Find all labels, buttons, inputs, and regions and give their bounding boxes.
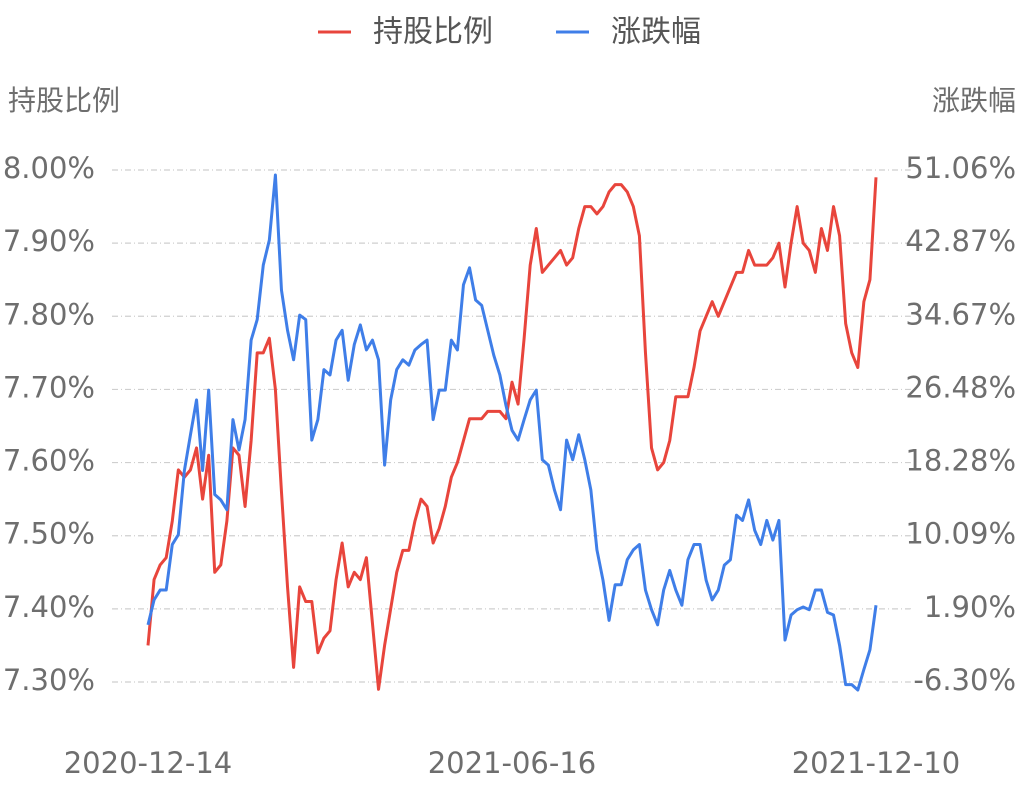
y2-tick-label: 26.48%	[905, 370, 1016, 404]
y-tick-label: 7.80%	[3, 297, 95, 331]
x-tick-label: 2020-12-14	[64, 746, 233, 780]
legend-label: 持股比例	[373, 15, 493, 50]
y2-tick-label: 51.06%	[905, 151, 1016, 185]
y2-tick-label: 42.87%	[905, 224, 1016, 258]
y-tick-label: 7.90%	[3, 224, 95, 258]
x-tick-label: 2021-12-10	[792, 746, 961, 780]
y-tick-label: 7.30%	[3, 663, 95, 697]
y-tick-label: 7.40%	[3, 590, 95, 624]
y-axis-title: 持股比例	[8, 84, 120, 117]
y2-tick-label: 34.67%	[905, 297, 1016, 331]
y2-tick-label: 18.28%	[905, 444, 1016, 478]
y2-axis-title: 涨跌幅	[932, 84, 1016, 117]
series-line	[146, 173, 878, 692]
x-tick-label: 2021-06-16	[428, 746, 597, 780]
y-tick-label: 7.60%	[3, 444, 95, 478]
y2-tick-label: 1.90%	[924, 590, 1016, 624]
y2-tick-label: -6.30%	[913, 663, 1016, 697]
series-line	[146, 177, 878, 691]
y2-tick-label: 10.09%	[905, 517, 1016, 551]
legend-label: 涨跌幅	[611, 15, 701, 50]
y-tick-label: 7.50%	[3, 517, 95, 551]
y-tick-label: 7.70%	[3, 370, 95, 404]
y-tick-label: 8.00%	[3, 151, 95, 185]
